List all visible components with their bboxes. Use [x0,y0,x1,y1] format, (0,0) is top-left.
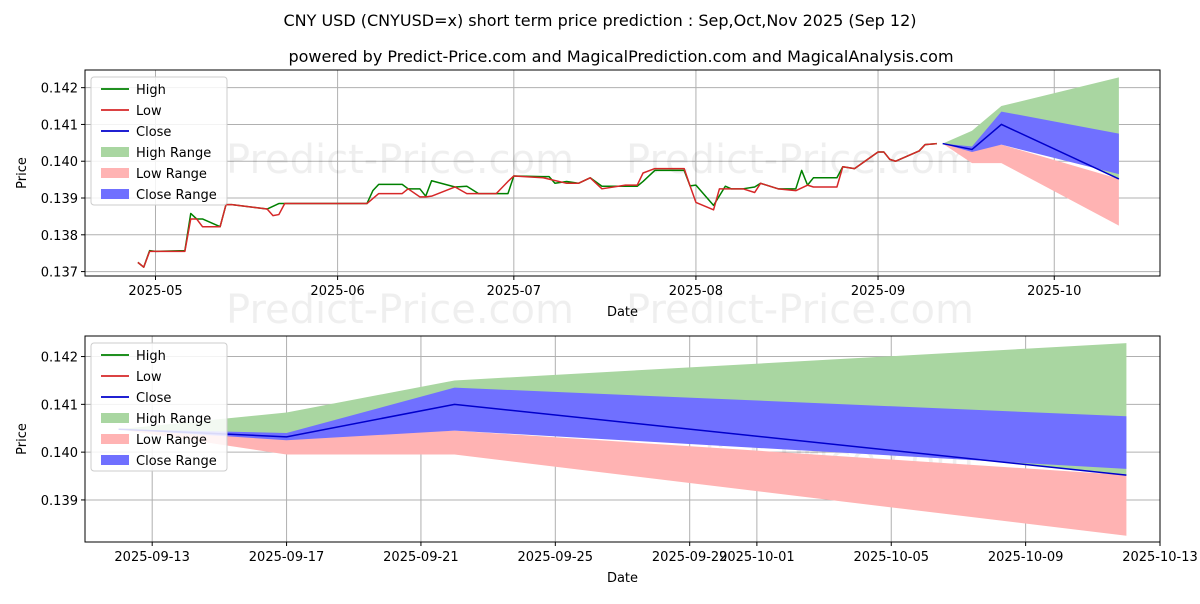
x-tick-label: 2025-09-25 [518,550,594,565]
x-tick-label: 2025-09-13 [114,550,190,565]
legend-label-low-range: Low Range [136,433,207,448]
legend-label-high: High [136,83,166,98]
y-tick-label: 0.139 [41,192,78,207]
low-series-line [137,142,937,268]
bottom-panel: Predict-Price.com2025-09-132025-09-17202… [15,335,1198,586]
legend-label-low: Low [136,370,162,385]
legend-swatch-high-range [101,413,129,423]
legend-label-low: Low [136,104,162,119]
legend-swatch-close-range [101,189,129,199]
x-tick-label: 2025-10 [1027,284,1081,299]
x-tick-label: 2025-10-13 [1122,550,1198,565]
legend-swatch-high-range [101,147,129,157]
plot-frame [84,335,1161,543]
y-axis-label: Price [15,423,30,455]
plot-frame [84,69,1161,277]
x-tick-label: 2025-09-17 [249,550,325,565]
legend-label-close-range: Close Range [136,188,217,203]
watermark-text: Predict-Price.com [226,287,574,333]
x-tick-label: 2025-10-09 [988,550,1064,565]
legend-label-close-range: Close Range [136,454,217,469]
y-tick-label: 0.142 [41,351,78,366]
legend-label-high: High [136,349,166,364]
legend-label-high-range: High Range [136,146,211,161]
x-tick-label: 2025-10-05 [853,550,929,565]
legend-swatch-close-range [101,455,129,465]
y-tick-label: 0.140 [41,446,78,461]
y-tick-label: 0.141 [41,398,78,413]
x-tick-label: 2025-09 [851,284,905,299]
low-range-area [942,143,1119,226]
x-tick-label: 2025-09-21 [383,550,459,565]
legend-label-low-range: Low Range [136,167,207,182]
y-axis-label: Price [15,157,30,189]
chart-subtitle: powered by Predict-Price.com and Magical… [288,47,953,66]
x-tick-label: 2025-09-29 [652,550,728,565]
x-axis-label: Date [607,571,638,586]
x-tick-label: 2025-07 [487,284,541,299]
y-tick-label: 0.137 [41,266,78,281]
x-tick-label: 2025-08 [669,284,723,299]
legend-swatch-low-range [101,168,129,178]
legend-swatch-low-range [101,434,129,444]
x-axis-label: Date [607,305,638,320]
y-tick-label: 0.138 [41,229,78,244]
legend-label-close: Close [136,391,171,406]
y-tick-label: 0.141 [41,118,78,133]
y-tick-label: 0.139 [41,494,78,509]
legend-label-close: Close [136,125,171,140]
x-tick-label: 2025-05 [128,284,182,299]
y-tick-label: 0.140 [41,155,78,170]
y-tick-label: 0.142 [41,82,78,97]
x-tick-label: 2025-06 [310,284,364,299]
watermark-text: Predict-Price.com [626,287,974,333]
top-panel: Predict-Price.com Predict-Price.comPredic… [15,69,1161,333]
close-series-line [942,123,1120,180]
chart-title: CNY USD (CNYUSD=x) short term price pred… [283,11,916,30]
x-tick-label: 2025-10-01 [719,550,795,565]
legend-label-high-range: High Range [136,412,211,427]
